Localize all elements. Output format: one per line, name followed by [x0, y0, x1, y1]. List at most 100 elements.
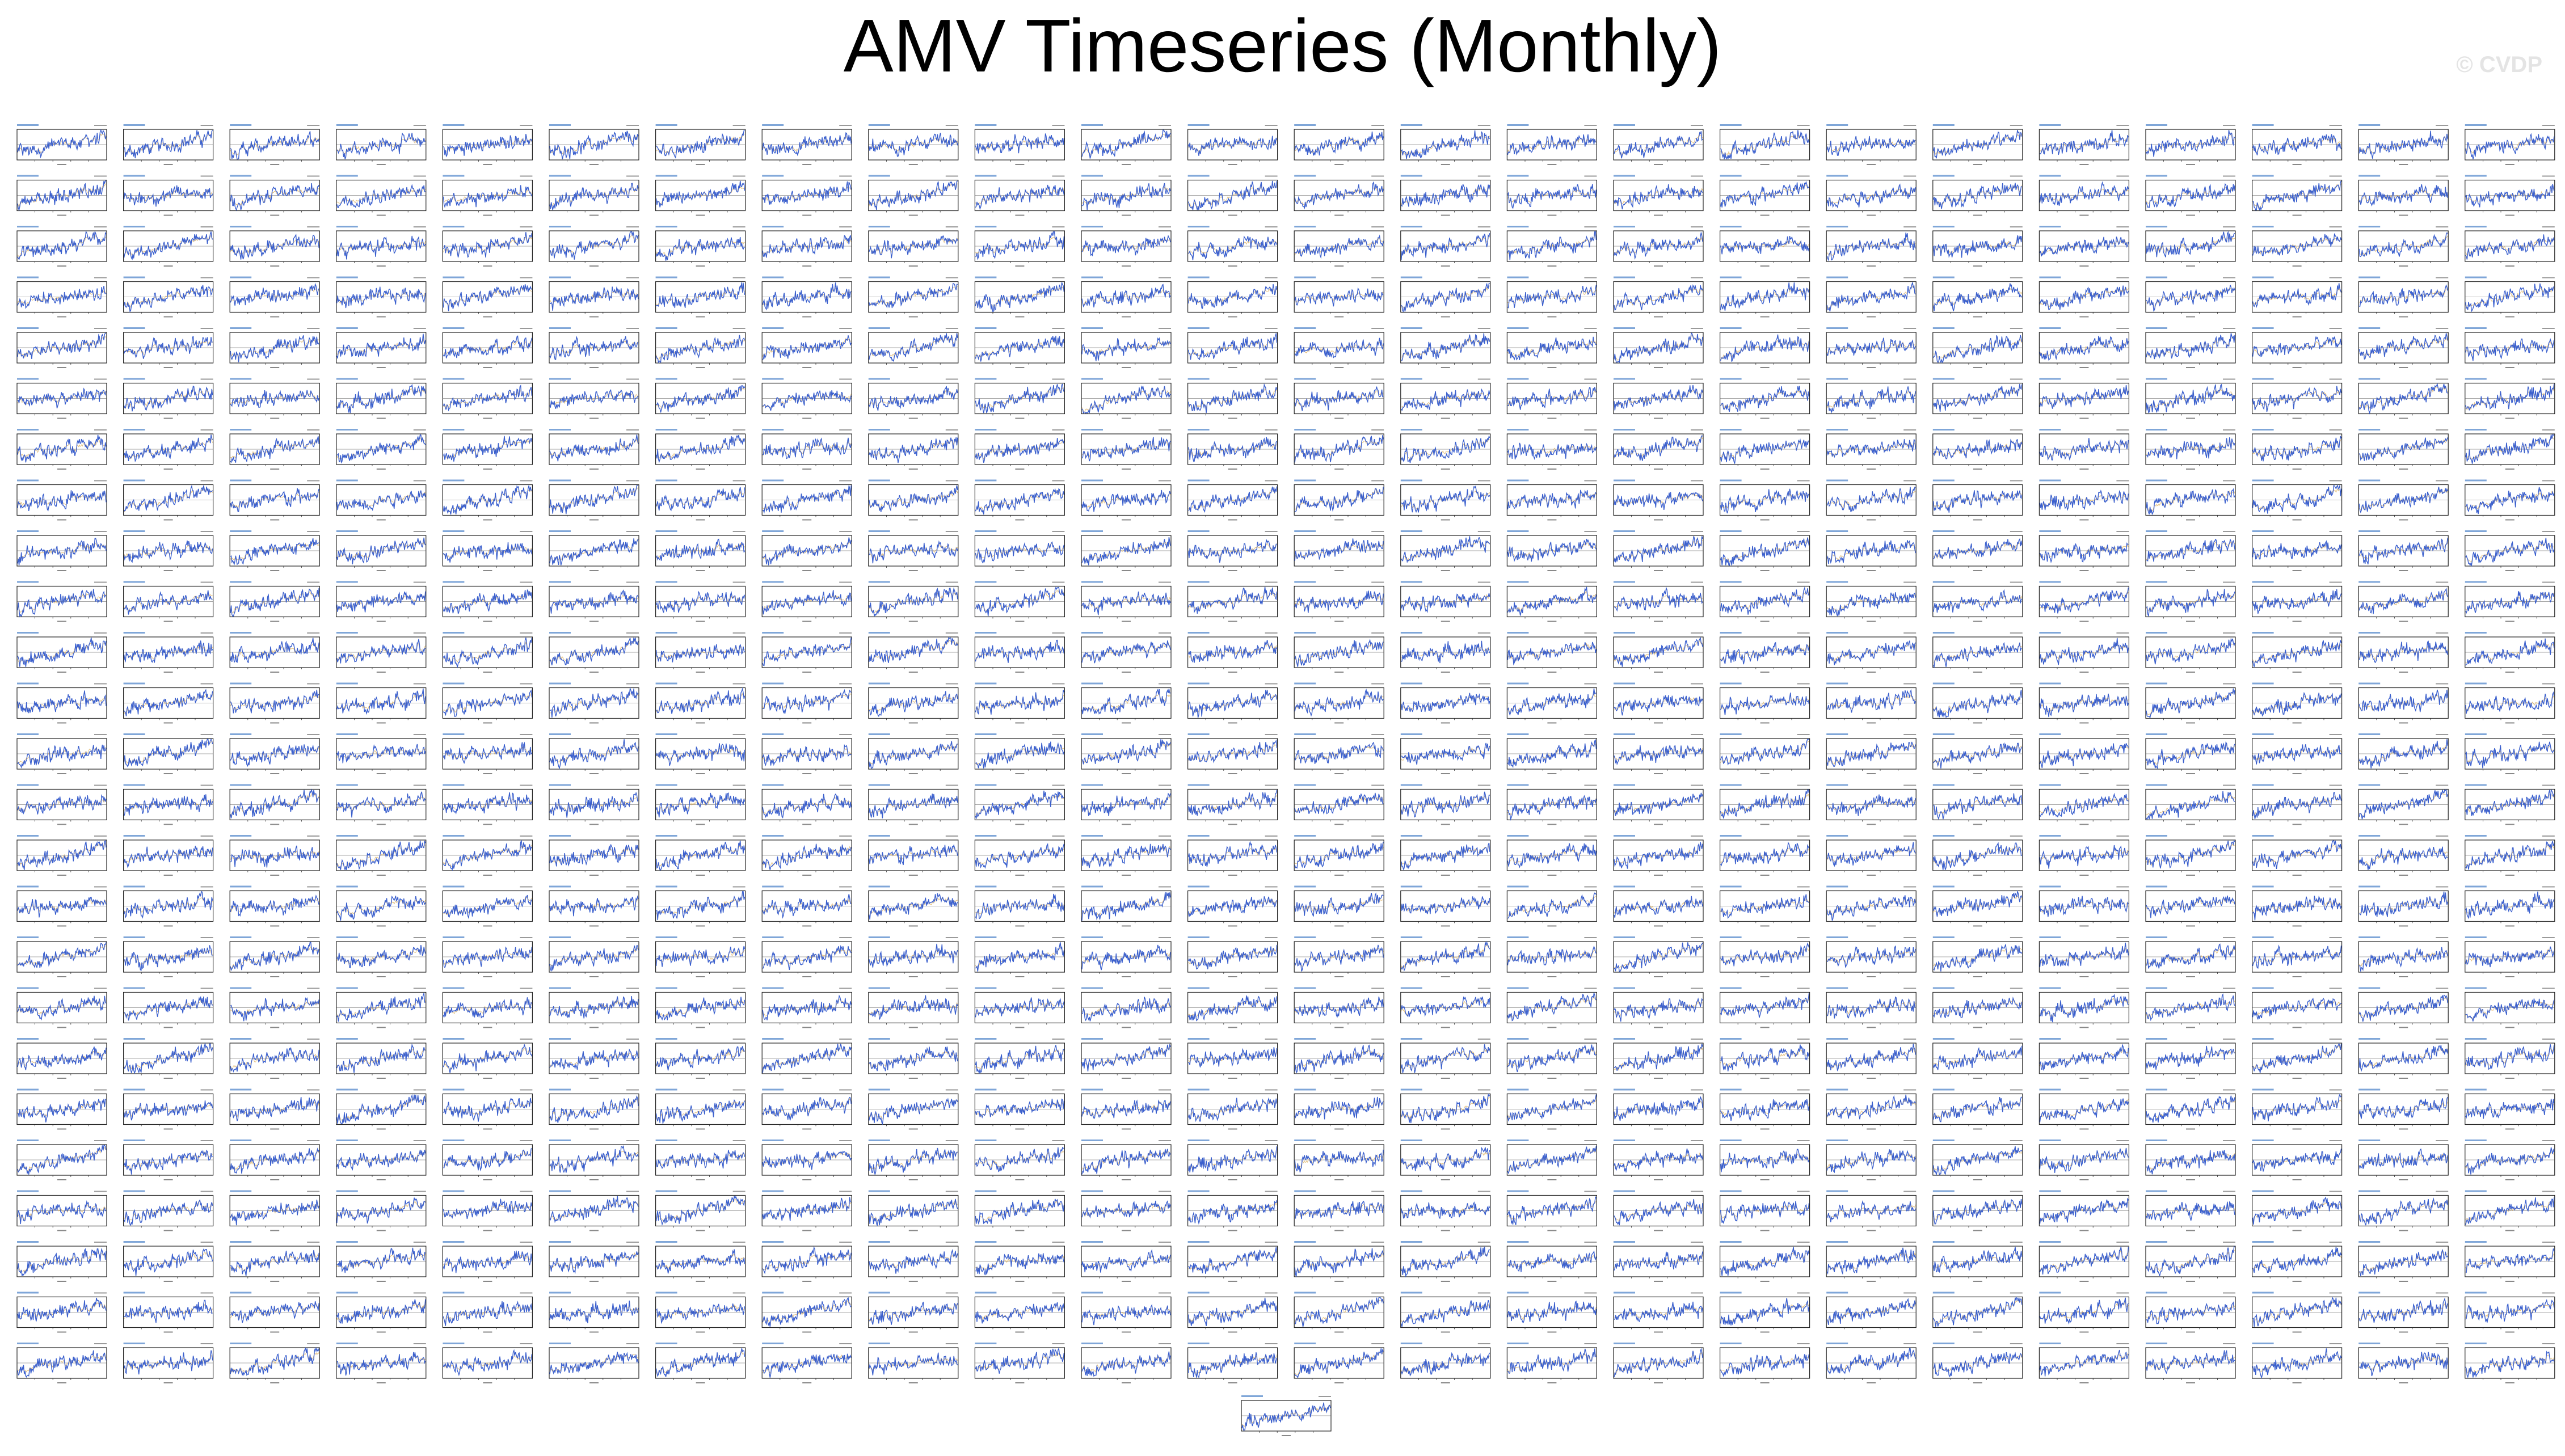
panel-stat-mark [2116, 226, 2129, 227]
panel-label-mark [1826, 124, 1848, 126]
panel-label-mark [336, 936, 358, 938]
x-axis-label-mark [696, 621, 705, 622]
panel-stat-mark [732, 226, 746, 227]
panel-label-mark [336, 175, 358, 177]
x-axis-label-mark [696, 265, 705, 267]
panel-stat-mark [520, 480, 533, 482]
panel-stat-mark [626, 328, 639, 329]
x-axis-label-mark [2399, 773, 2408, 774]
panel-stat-mark [413, 683, 426, 685]
panel-label-mark [868, 327, 890, 329]
panel-label-mark [17, 226, 39, 227]
panel-stat-mark [626, 683, 639, 685]
series-line [1826, 741, 1916, 767]
timeseries-panel [1081, 429, 1172, 470]
panel-stat-mark [1265, 277, 1278, 278]
series-line [1507, 688, 1597, 716]
timeseries-panel [2252, 885, 2343, 927]
timeseries-panel [549, 327, 639, 368]
timeseries-panel [1826, 581, 1917, 622]
panel-label-mark [1932, 327, 1955, 329]
timeseries-panel [2465, 327, 2555, 368]
series-line [1294, 131, 1384, 156]
timeseries-panel [1932, 632, 2023, 673]
panel-stat-mark [1584, 734, 1597, 735]
panel-label-mark [1187, 733, 1210, 735]
series-line [230, 942, 319, 972]
timeseries-panel [549, 581, 639, 622]
panel-stat-mark [1265, 480, 1278, 482]
panel-stat-mark [2116, 632, 2129, 634]
x-axis-label-mark [589, 824, 599, 825]
timeseries-panel [549, 276, 639, 318]
panel-stat-mark [520, 683, 533, 685]
x-axis-label-mark [1654, 265, 1663, 267]
series-line [123, 336, 213, 359]
x-axis-label-mark [2505, 824, 2515, 825]
x-axis-label-mark [1547, 925, 1557, 927]
timeseries-panel [761, 226, 852, 267]
panel-stat-mark [413, 835, 426, 837]
panel-label-mark [1187, 632, 1210, 634]
timeseries-panel [2465, 429, 2555, 470]
panel-label-mark [1826, 682, 1848, 685]
panel-label-mark [975, 226, 997, 227]
series-line [549, 895, 639, 917]
series-line [1826, 689, 1916, 713]
x-axis-label-mark [1760, 316, 1770, 318]
panel-label-mark [1400, 276, 1422, 278]
panel-stat-mark [1691, 277, 1703, 278]
x-axis-label-mark [1547, 824, 1557, 825]
series-line [762, 181, 852, 205]
panel-stat-mark [1797, 632, 1810, 634]
series-line [655, 841, 746, 871]
timeseries-panel [2358, 885, 2449, 927]
series-line [1081, 337, 1171, 361]
x-axis-label-mark [163, 976, 173, 977]
panel-label-mark [2358, 226, 2381, 227]
panel-stat-mark [1265, 175, 1278, 177]
panel-stat-mark [1797, 531, 1810, 532]
panel-label-mark [17, 124, 39, 126]
series-line [1507, 336, 1597, 361]
series-line-smoothed [336, 693, 426, 710]
x-axis-label-mark [270, 621, 280, 622]
timeseries-panel [1826, 835, 1917, 876]
series-line [1081, 739, 1171, 765]
series-line [1933, 538, 2023, 559]
x-axis-label-mark [589, 417, 599, 419]
series-line [656, 687, 746, 714]
series-line-smoothed [124, 897, 213, 913]
timeseries-panel [123, 378, 214, 419]
panel-stat-mark [520, 937, 533, 938]
x-axis-label-mark [376, 1027, 386, 1028]
panel-stat-mark [2329, 429, 2342, 431]
panel-label-mark [2146, 378, 2167, 380]
series-line [1826, 640, 1916, 665]
panel-stat-mark [839, 531, 852, 532]
x-axis-label-mark [2186, 925, 2195, 927]
x-axis-label-mark [1760, 875, 1770, 876]
panel-stat-mark [1371, 632, 1384, 634]
panel-stat-mark [1265, 125, 1278, 126]
x-axis-label-mark [57, 519, 66, 521]
panel-stat-mark [413, 581, 426, 583]
panel-label-mark [1826, 784, 1848, 786]
timeseries-panel [336, 226, 427, 267]
x-axis-label-mark [589, 672, 599, 673]
series-line [1614, 491, 1703, 510]
panel-stat-mark [2223, 835, 2235, 837]
timeseries-panel [2038, 479, 2129, 521]
panel-stat-mark [1797, 429, 1810, 431]
x-axis-label-mark [483, 672, 492, 673]
series-line [2465, 383, 2555, 411]
panel-stat-mark [307, 937, 320, 938]
x-axis-label-mark [2186, 672, 2195, 673]
series-line [17, 794, 107, 815]
panel-label-mark [336, 784, 358, 786]
panel-label-mark [2465, 682, 2487, 685]
panel-stat-mark [626, 581, 639, 583]
panel-stat-mark [2010, 937, 2023, 938]
x-axis-label-mark [589, 214, 599, 216]
series-line [1187, 539, 1277, 563]
